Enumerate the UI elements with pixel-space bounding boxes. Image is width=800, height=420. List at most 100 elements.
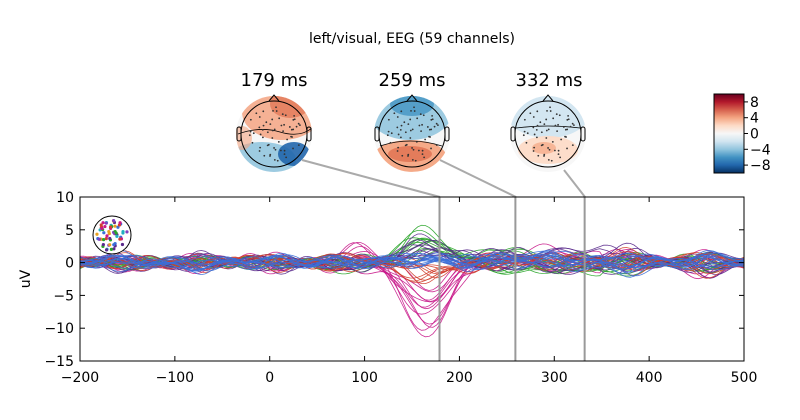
sensor-dot — [403, 121, 406, 124]
sensor-dot — [269, 123, 272, 125]
sensor-dot — [419, 113, 422, 116]
legend-sensor-dot — [112, 243, 116, 247]
sensor-dot — [409, 137, 412, 139]
sensor-dot — [422, 114, 425, 117]
sensor-dot — [274, 148, 277, 151]
sensor-dot — [249, 130, 252, 133]
legend-sensor-dot — [112, 219, 116, 223]
sensor-dot — [397, 146, 400, 149]
sensor-dot — [559, 156, 562, 159]
sensor-dot — [297, 122, 300, 125]
sensor-dot — [399, 128, 402, 131]
sensor-dot — [556, 130, 558, 133]
sensor-dot — [569, 125, 572, 128]
sensor-dot — [283, 123, 285, 126]
sensor-dot — [281, 113, 284, 116]
sensor-dot — [290, 128, 293, 131]
sensor-dot — [435, 144, 438, 147]
sensor-dot — [529, 112, 532, 115]
sensor-dot — [545, 129, 548, 132]
sensor-dot — [421, 123, 423, 126]
sensor-dot — [435, 122, 438, 125]
sensor-dot — [266, 131, 269, 134]
plot-area — [80, 197, 744, 361]
sensor-dot — [416, 117, 419, 120]
sensor-dot — [547, 128, 550, 131]
legend-sensor-dot — [114, 231, 118, 235]
legend-sensor-dot — [112, 247, 116, 251]
colorbar-tick-label: 4 — [750, 111, 759, 127]
sensor-dot — [523, 118, 526, 121]
sensor-dot — [437, 124, 439, 127]
sensor-dot — [557, 153, 560, 155]
sensor-dot — [249, 118, 252, 121]
sensor-dot — [271, 129, 274, 132]
sensor-dot — [566, 118, 569, 121]
sensor-dot — [541, 143, 544, 146]
sensor-dot — [532, 150, 535, 152]
x-tick-label: 200 — [446, 370, 473, 386]
sensor-dot — [292, 128, 295, 131]
sensor-dot — [533, 133, 536, 136]
sensor-dot — [283, 153, 286, 155]
sensor-dot — [295, 125, 298, 128]
sensor-dot — [267, 143, 270, 146]
legend-sensor-dot — [105, 234, 109, 238]
sensor-dot — [282, 130, 284, 133]
sensor-dot — [409, 118, 412, 121]
sensor-dot — [535, 136, 538, 139]
legend-sensor-dot — [116, 225, 120, 229]
channel-trace — [80, 252, 744, 274]
topomap-179ms — [236, 94, 312, 172]
colorbar-gradient — [713, 93, 745, 174]
sensor-dot — [390, 132, 393, 135]
sensor-dot — [431, 114, 434, 117]
sensor-dot — [286, 138, 289, 141]
sensor-dot — [532, 126, 535, 129]
sensor-dot — [421, 149, 424, 152]
sensor-dot — [396, 116, 399, 118]
sensor-dot — [262, 124, 265, 127]
sensor-dot — [430, 118, 433, 121]
sensor-dot — [536, 110, 539, 113]
sensor-dot — [252, 132, 255, 135]
legend-sensor-dot — [108, 225, 113, 229]
legend-sensor-dot — [120, 242, 125, 247]
sensor-dot — [411, 158, 414, 161]
legend-sensor-dot — [118, 221, 122, 225]
sensor-dot — [571, 122, 574, 125]
sensor-dot — [259, 146, 262, 149]
legend-sensor-dot — [109, 247, 113, 252]
sensor-dot — [280, 149, 282, 152]
channel-trace — [80, 250, 744, 270]
y-tick-label: −5 — [53, 288, 74, 304]
colorbar-tick-label: 8 — [750, 95, 759, 111]
sensor-dot — [413, 106, 415, 109]
channel-trace — [80, 252, 744, 272]
sensor-dot — [552, 117, 555, 120]
figure-title: left/visual, EEG (59 channels) — [309, 31, 515, 47]
sensor-dot — [262, 110, 265, 113]
colorbar: 840−4−8 — [713, 93, 771, 174]
x-tick-label: −100 — [156, 370, 194, 386]
sensor-dot — [549, 106, 551, 109]
channel-trace — [80, 252, 744, 272]
legend-sensor-dot — [121, 231, 125, 235]
legend-sensor-dot — [103, 224, 107, 229]
y-tick-label: −15 — [44, 354, 74, 370]
sensor-dot — [277, 140, 280, 143]
topomap-259ms — [374, 94, 450, 172]
sensor-dot — [420, 130, 422, 133]
sensor-dot — [258, 150, 261, 152]
sensor-dot — [423, 156, 426, 159]
sensor-dot — [258, 116, 261, 118]
sensor-dot — [523, 130, 526, 133]
legend-sensor-dot — [108, 236, 112, 241]
sensor-dot — [543, 123, 546, 125]
sensor-dot — [271, 137, 274, 139]
topomap-connectors — [301, 159, 586, 198]
legend-sensor-dot — [104, 248, 109, 252]
sensor-dot — [399, 136, 402, 139]
topomap-332ms — [510, 94, 586, 172]
